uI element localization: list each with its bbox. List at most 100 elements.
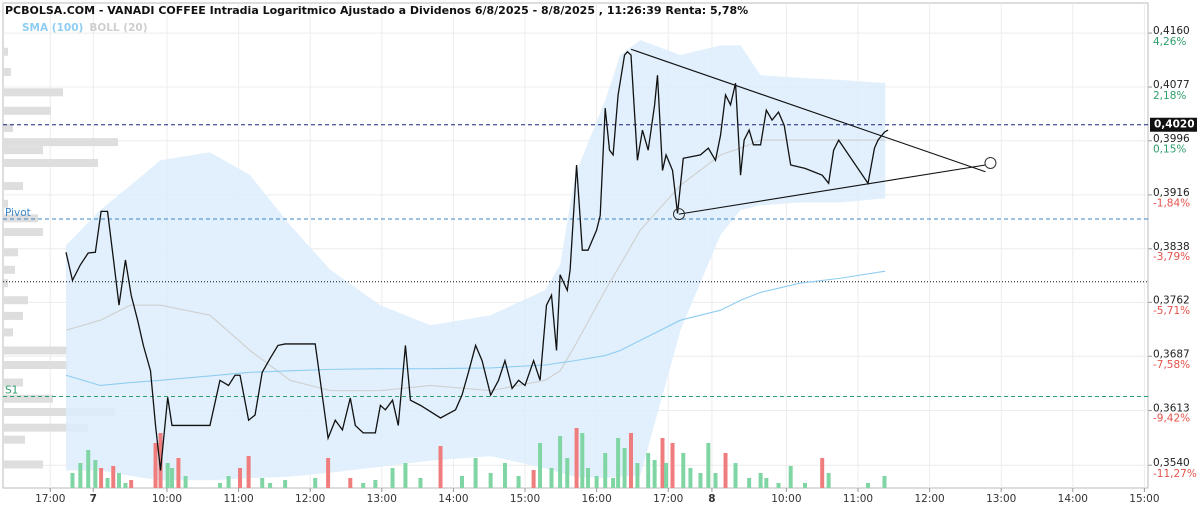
volume-bar: [123, 483, 128, 488]
volume-profile-bar: [3, 279, 8, 288]
y2-tick-label: -5,71%: [1153, 305, 1190, 317]
x-tick-label: 17:00: [35, 493, 65, 505]
volume-profile-bar: [3, 182, 23, 191]
y2-tick-label: -3,79%: [1153, 251, 1190, 263]
volume-bar: [826, 473, 831, 488]
volume-bar: [348, 478, 353, 488]
x-tick-label: 14:00: [438, 493, 468, 505]
volume-profile-bar: [3, 378, 23, 387]
volume-bar: [226, 476, 231, 488]
volume-bar: [603, 453, 608, 488]
y2-tick-label: -1,84%: [1153, 197, 1190, 209]
x-tick-label: 15:00: [1129, 493, 1159, 505]
y-tick-label: 0,3613: [1153, 403, 1190, 415]
volume-bar: [820, 458, 825, 488]
volume-bar: [670, 443, 675, 488]
volume-bar: [117, 473, 122, 488]
volume-bar: [580, 433, 585, 488]
volume-bar: [438, 446, 443, 488]
volume-profile-bar: [3, 328, 13, 337]
legend-entry: BOLL (20): [89, 22, 147, 34]
volume-bar: [866, 483, 871, 488]
volume-profile-bar: [3, 460, 43, 469]
volume-bar: [260, 478, 265, 488]
volume-bar: [776, 483, 781, 488]
volume-bar: [169, 468, 174, 488]
volume-bar: [788, 466, 793, 488]
x-tick-label: 10:00: [152, 493, 182, 505]
x-tick-label: 11:00: [223, 493, 253, 505]
trendline: [630, 48, 986, 173]
volume-profile-bar: [3, 138, 118, 147]
y2-tick-label: 4,26%: [1153, 36, 1186, 48]
x-tick-label: 12:00: [295, 493, 325, 505]
volume-bar: [158, 433, 163, 488]
indicator-line: [65, 270, 886, 387]
y2-tick-label: -7,58%: [1153, 359, 1190, 371]
volume-bar: [531, 470, 536, 488]
volume-profile-bar: [3, 394, 53, 403]
y-tick-label: 0,4160: [1153, 25, 1190, 37]
volume-bar: [616, 438, 621, 488]
legend-entry: SMA (100): [22, 22, 83, 34]
volume-profile-bar: [3, 346, 68, 355]
volume-profile-bar: [3, 146, 43, 155]
y-tick-label: 0,4077: [1153, 79, 1190, 91]
volume-bar: [460, 476, 465, 488]
volume-bar: [217, 483, 222, 488]
y2-tick-label: 0,15%: [1153, 144, 1186, 156]
volume-bar: [165, 463, 170, 488]
volume-bar: [558, 436, 563, 488]
volume-profile-bar: [3, 106, 51, 115]
volume-bar: [176, 458, 181, 488]
volume-bar: [565, 458, 570, 488]
volume-bar: [733, 463, 738, 488]
volume-bar: [660, 438, 665, 488]
volume-bar: [488, 473, 493, 488]
volume-bar: [882, 476, 887, 488]
volume-bar: [628, 433, 633, 488]
layer: 17:00 7 10:00 11:00 12:00 13:00 14:00 15:00 16:0…: [3, 3, 1197, 505]
y-tick-label: 0,3762: [1153, 294, 1190, 306]
chart-title: PCBOLSA.COM - VANADI COFFEE Intradia Log…: [5, 4, 748, 17]
volume-bar: [764, 478, 769, 488]
volume-bar: [70, 473, 75, 488]
volume-profile-bar: [3, 199, 8, 208]
volume-bar: [586, 468, 591, 488]
volume-bar: [688, 468, 693, 488]
volume-bar: [390, 468, 395, 488]
volume-bar: [681, 453, 686, 488]
volume-bar: [622, 448, 627, 488]
trendline: [678, 164, 986, 215]
volume-profile-bar: [3, 124, 13, 133]
volume-bar: [238, 468, 243, 488]
volume-profile-bar: [3, 265, 15, 274]
y-tick-label: 0,3996: [1153, 133, 1190, 145]
volume-bar: [758, 473, 763, 488]
current-price-label: 0,4020: [1154, 119, 1195, 131]
volume-bar: [326, 458, 331, 488]
volume-bar: [361, 483, 366, 488]
volume-bar: [664, 463, 669, 488]
volume-bar: [502, 463, 507, 488]
volume-profile-bar: [3, 296, 28, 305]
x-tick-label: 12:00: [914, 493, 944, 505]
volume-bar: [268, 483, 273, 488]
volume-bar: [283, 480, 288, 488]
x-tick-label: 7: [90, 493, 97, 505]
volume-profile-bar: [3, 47, 8, 56]
reference-label: S1: [5, 385, 18, 397]
volume-bar: [246, 456, 251, 488]
y2-tick-label: 2,18%: [1153, 90, 1186, 102]
volume-bar: [111, 466, 116, 488]
volume-bar: [105, 478, 110, 488]
volume-profile-bar: [3, 214, 38, 223]
volume-profile-bar: [3, 67, 11, 76]
volume-profile-bar: [3, 408, 115, 417]
volume-bar: [516, 476, 521, 488]
volume-bar: [99, 468, 104, 488]
volume-bar: [706, 443, 711, 488]
volume-bar: [373, 480, 378, 488]
x-tick-label: 11:00: [843, 493, 873, 505]
volume-bar: [611, 478, 616, 488]
